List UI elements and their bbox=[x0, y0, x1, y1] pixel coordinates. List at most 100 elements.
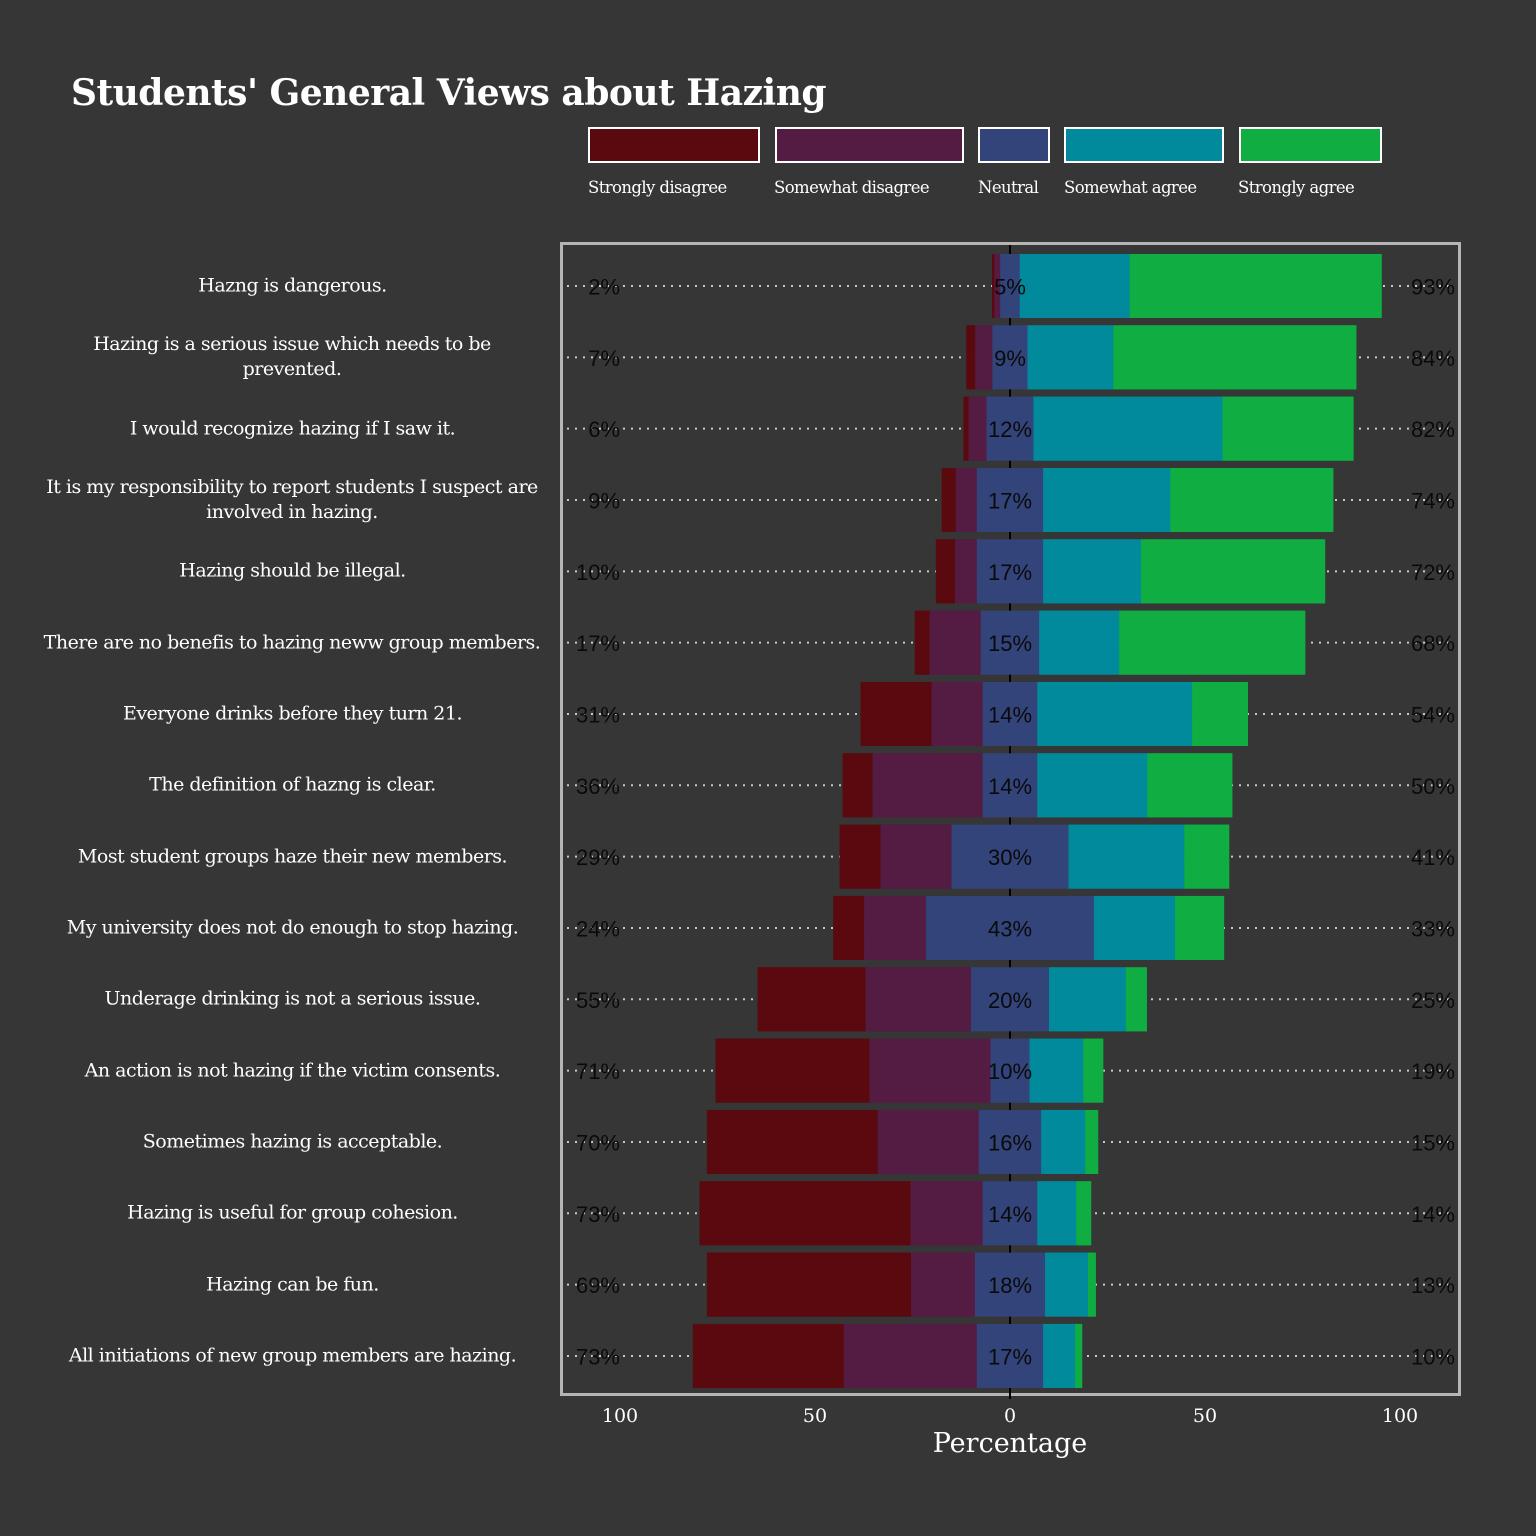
left-percent-label: 24% bbox=[576, 916, 620, 941]
bar-segment bbox=[1041, 1109, 1086, 1174]
bar-segment bbox=[1184, 824, 1230, 889]
bar-segment bbox=[992, 325, 1028, 390]
bar-segment bbox=[1088, 1252, 1096, 1317]
right-percent-label: 10% bbox=[1411, 1344, 1455, 1369]
legend-swatch bbox=[588, 127, 760, 163]
left-percent-label: 7% bbox=[588, 346, 620, 371]
row-label: An action is not hazing if the victim co… bbox=[84, 1059, 501, 1082]
neutral-percent-label: 14% bbox=[988, 1202, 1032, 1227]
bar-segment bbox=[869, 1038, 991, 1103]
bar-segment bbox=[992, 254, 995, 318]
left-percent-label: 29% bbox=[576, 845, 620, 870]
left-percent-label: 6% bbox=[588, 417, 620, 442]
neutral-percent-label: 5% bbox=[994, 275, 1026, 300]
x-tick-label: 0 bbox=[1003, 1405, 1017, 1427]
legend-label: Strongly agree bbox=[1238, 178, 1355, 197]
bar-segment bbox=[955, 539, 977, 604]
row-label: All initiations of new group members are… bbox=[68, 1344, 517, 1367]
neutral-percent-label: 12% bbox=[988, 417, 1032, 442]
bar-segment bbox=[1147, 753, 1233, 818]
row-label: It is my responsibility to report studen… bbox=[46, 475, 538, 523]
left-percent-label: 10% bbox=[576, 560, 620, 585]
neutral-percent-label: 14% bbox=[988, 774, 1032, 799]
legend-label: Somewhat disagree bbox=[774, 178, 930, 197]
bar-segment bbox=[994, 254, 1001, 318]
bar-segment bbox=[864, 895, 927, 960]
bar-segment bbox=[976, 539, 1044, 604]
neutral-percent-label: 17% bbox=[988, 560, 1032, 585]
bar-segment bbox=[929, 610, 981, 675]
bar-segment bbox=[706, 1109, 878, 1174]
left-percent-label: 73% bbox=[576, 1202, 620, 1227]
bar-segment bbox=[1068, 824, 1185, 889]
bar-segment bbox=[978, 1109, 1042, 1174]
bar-segment bbox=[976, 467, 1044, 532]
right-percent-label: 93% bbox=[1411, 275, 1455, 300]
right-percent-label: 19% bbox=[1411, 1059, 1455, 1084]
bar-segment bbox=[699, 1181, 911, 1246]
bar-segment bbox=[1043, 1323, 1076, 1388]
right-percent-label: 82% bbox=[1411, 417, 1455, 442]
right-percent-label: 13% bbox=[1411, 1273, 1455, 1298]
right-percent-label: 50% bbox=[1411, 774, 1455, 799]
bar-segment bbox=[860, 681, 932, 746]
neutral-percent-label: 17% bbox=[988, 488, 1032, 513]
bar-segment bbox=[706, 1252, 911, 1317]
row-label: Hazing can be fun. bbox=[206, 1273, 379, 1296]
bar-segment bbox=[1037, 1181, 1077, 1246]
row-label: Most student groups haze their new membe… bbox=[77, 845, 508, 868]
legend-swatch bbox=[1239, 127, 1382, 163]
left-percent-label: 2% bbox=[588, 275, 620, 300]
bar-segment bbox=[1083, 1038, 1104, 1103]
row-label: Hazing is a serious issue which needs to… bbox=[93, 333, 491, 381]
left-percent-label: 73% bbox=[576, 1344, 620, 1369]
bar-segment bbox=[843, 1323, 977, 1388]
bar-segment bbox=[842, 753, 873, 818]
bar-segment bbox=[982, 681, 1038, 746]
legend-swatch bbox=[1064, 127, 1224, 163]
bar-segment bbox=[986, 396, 1034, 461]
legend-swatch bbox=[978, 127, 1050, 163]
legend-label: Somewhat agree bbox=[1064, 178, 1197, 197]
row-label: There are no benefis to hazing neww grou… bbox=[43, 631, 541, 654]
bar-segment bbox=[951, 824, 1069, 889]
left-percent-label: 36% bbox=[576, 774, 620, 799]
bar-segment bbox=[1125, 967, 1147, 1032]
right-percent-label: 72% bbox=[1411, 560, 1455, 585]
right-percent-label: 33% bbox=[1411, 916, 1455, 941]
bar-segment bbox=[865, 967, 971, 1032]
bar-segment bbox=[1119, 610, 1306, 675]
bar-segment bbox=[966, 325, 976, 390]
right-percent-label: 68% bbox=[1411, 631, 1455, 656]
x-tick-label: 50 bbox=[802, 1405, 828, 1427]
right-percent-label: 25% bbox=[1411, 988, 1455, 1013]
x-tick-label: 100 bbox=[601, 1405, 639, 1427]
bar-segment bbox=[1000, 254, 1020, 318]
bar-segment bbox=[1029, 1038, 1084, 1103]
bar-segment bbox=[1037, 681, 1193, 746]
bar-segment bbox=[910, 1252, 975, 1317]
bar-segment bbox=[990, 1038, 1030, 1103]
bar-segment bbox=[1093, 895, 1175, 960]
bar-segment bbox=[1019, 254, 1130, 318]
neutral-percent-label: 16% bbox=[988, 1130, 1032, 1155]
bar-segment bbox=[757, 967, 866, 1032]
bar-segment bbox=[1043, 539, 1142, 604]
bar-segment bbox=[955, 467, 977, 532]
left-percent-label: 9% bbox=[588, 488, 620, 513]
bar-segment bbox=[1039, 610, 1120, 675]
bar-segment bbox=[982, 1181, 1038, 1246]
left-percent-label: 71% bbox=[576, 1059, 620, 1084]
bar-segment bbox=[974, 1252, 1046, 1317]
neutral-percent-label: 20% bbox=[988, 988, 1032, 1013]
x-tick-label: 100 bbox=[1381, 1405, 1419, 1427]
bar-segment bbox=[872, 753, 983, 818]
bar-segment bbox=[715, 1038, 870, 1103]
bar-segment bbox=[1170, 467, 1334, 532]
bar-segment bbox=[1113, 325, 1357, 390]
neutral-percent-label: 18% bbox=[988, 1273, 1032, 1298]
left-percent-label: 31% bbox=[576, 702, 620, 727]
bar-segment bbox=[1129, 254, 1382, 318]
bar-segment bbox=[926, 895, 1094, 960]
